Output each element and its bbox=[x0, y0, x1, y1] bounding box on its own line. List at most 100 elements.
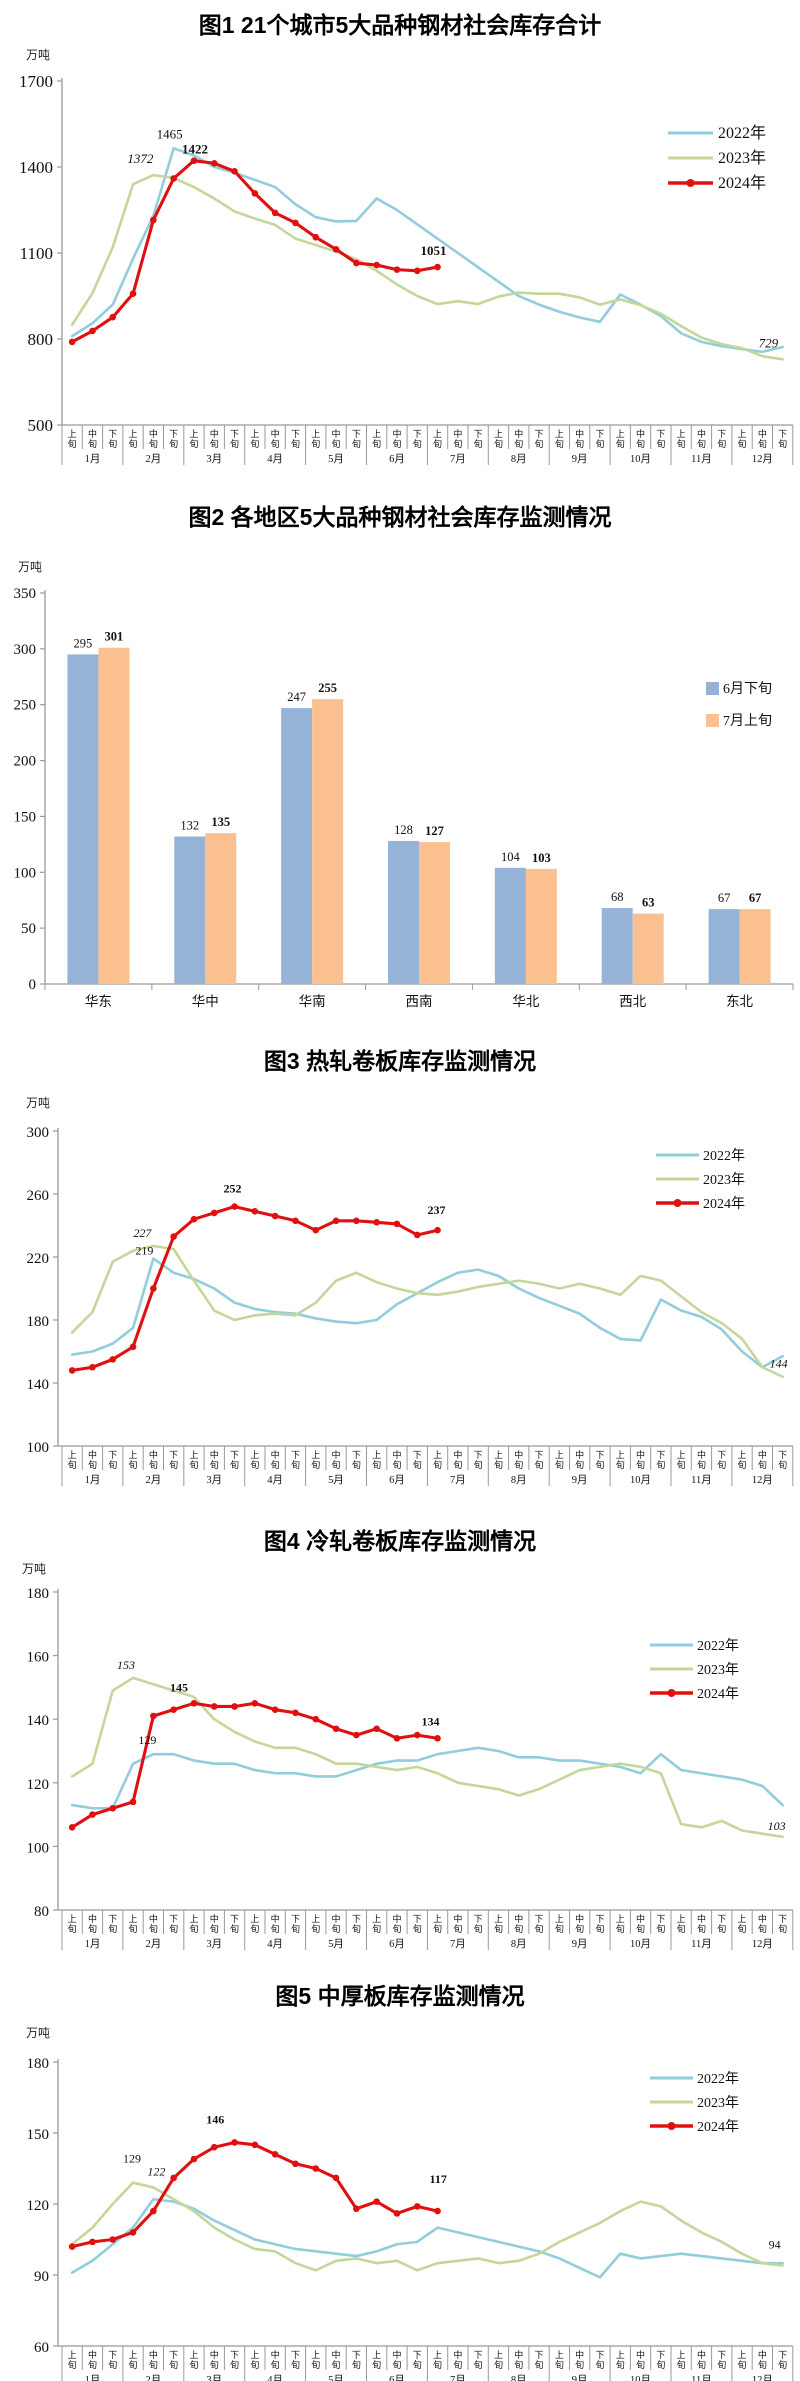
fig5-y-tick-label: 150 bbox=[27, 2127, 50, 2143]
fig1-period-label: 旬 bbox=[535, 438, 544, 449]
fig4-period-label: 旬 bbox=[271, 1923, 280, 1934]
fig2-bar-西南-7月上旬 bbox=[419, 842, 450, 984]
fig4-legend-label-2024年: 2024年 bbox=[697, 1686, 739, 1702]
fig1-month-label: 10月 bbox=[630, 453, 651, 465]
fig1-period-label: 上 bbox=[68, 429, 77, 439]
fig5-month-label: 7月 bbox=[450, 2374, 466, 2381]
fig1-period-label: 上 bbox=[372, 429, 381, 439]
fig5-period-label: 上 bbox=[68, 2350, 77, 2360]
fig4-series-marker-2024年 bbox=[434, 1734, 441, 1742]
fig1-period-label: 旬 bbox=[575, 438, 584, 449]
fig1-legend-label-2024年: 2024年 bbox=[718, 174, 766, 192]
fig3-period-label: 下 bbox=[230, 1450, 239, 1460]
fig4-period-label: 下 bbox=[413, 1914, 422, 1924]
fig3-period-label: 旬 bbox=[575, 1459, 584, 1470]
fig1-period-label: 中 bbox=[514, 428, 523, 439]
fig5-period-label: 旬 bbox=[555, 2359, 564, 2370]
fig3-y-tick-label: 100 bbox=[27, 1440, 50, 1456]
fig5-period-label: 上 bbox=[677, 2350, 686, 2360]
fig2-bar-东北-7月上旬 bbox=[739, 909, 771, 984]
fig4-period-label: 中 bbox=[575, 1913, 584, 1924]
fig3-series-marker-2024年 bbox=[89, 1363, 96, 1371]
fig3-series-marker-2024年 bbox=[109, 1356, 117, 1363]
fig1-period-label: 下 bbox=[108, 429, 117, 439]
fig2-bar-value-label: 103 bbox=[532, 851, 551, 865]
fig4-period-label: 旬 bbox=[189, 1923, 198, 1934]
fig4-period-label: 旬 bbox=[535, 1923, 544, 1934]
fig4-period-label: 旬 bbox=[250, 1923, 259, 1934]
fig1-period-label: 旬 bbox=[129, 438, 138, 449]
fig1-period-label: 上 bbox=[738, 429, 747, 439]
fig3-series-marker-2024年 bbox=[271, 1212, 279, 1220]
fig5-period-label: 旬 bbox=[717, 2359, 726, 2370]
figure2-unit-label: 万吨 bbox=[18, 560, 43, 574]
fig1-period-label: 旬 bbox=[332, 438, 341, 449]
fig1-series-marker-2024年 bbox=[89, 327, 96, 335]
fig5-series-marker-2024年 bbox=[231, 2139, 238, 2146]
fig3-period-label: 旬 bbox=[392, 1459, 401, 1470]
fig5-period-label: 旬 bbox=[413, 2359, 422, 2370]
fig4-period-label: 旬 bbox=[311, 1923, 320, 1934]
fig4-month-label: 5月 bbox=[328, 1938, 344, 1950]
fig3-period-label: 中 bbox=[514, 1449, 523, 1460]
fig4-period-label: 旬 bbox=[169, 1923, 178, 1934]
fig2-bar-华中-6月下旬 bbox=[174, 836, 206, 984]
fig1-period-label: 旬 bbox=[697, 438, 706, 449]
fig5-period-label: 旬 bbox=[453, 2359, 462, 2370]
figure1-title: 图1 21个城市5大品种钢材社会库存合计 bbox=[198, 12, 602, 38]
fig3-y-tick-label: 140 bbox=[27, 1377, 50, 1393]
fig2-category-label-西北: 西北 bbox=[619, 994, 646, 1009]
fig3-period-label: 旬 bbox=[717, 1459, 726, 1470]
fig5-series-marker-2024年 bbox=[89, 2238, 96, 2246]
fig3-series-marker-2024年 bbox=[150, 1285, 157, 1292]
fig1-period-label: 中 bbox=[697, 428, 706, 439]
fig4-period-label: 下 bbox=[778, 1914, 787, 1924]
fig5-period-label: 旬 bbox=[352, 2359, 361, 2370]
fig5-point-label-146: 146 bbox=[206, 2112, 224, 2126]
fig4-period-label: 上 bbox=[129, 1914, 138, 1924]
fig5-month-label: 6月 bbox=[389, 2374, 405, 2381]
fig3-series-marker-2024年 bbox=[413, 1231, 421, 1239]
fig2-bar-value-label: 67 bbox=[718, 891, 731, 905]
fig3-y-tick-label: 300 bbox=[27, 1125, 50, 1141]
fig4-series-marker-2024年 bbox=[393, 1734, 401, 1742]
figure4-title: 图4 冷轧卷板库存监测情况 bbox=[263, 1528, 537, 1554]
fig3-period-label: 旬 bbox=[129, 1459, 138, 1470]
fig3-legend-label-2023年: 2023年 bbox=[703, 1172, 745, 1188]
fig3-period-label: 上 bbox=[494, 1450, 503, 1460]
fig4-legend-label-2023年: 2023年 bbox=[697, 1662, 739, 1678]
fig1-period-label: 旬 bbox=[474, 438, 483, 449]
fig4-y-tick-label: 100 bbox=[27, 1840, 50, 1856]
fig1-period-label: 旬 bbox=[433, 438, 442, 449]
fig3-period-label: 旬 bbox=[656, 1459, 665, 1470]
fig4-series-marker-2024年 bbox=[413, 1731, 421, 1739]
fig4-series-marker-2024年 bbox=[68, 1824, 76, 1831]
fig5-period-label: 旬 bbox=[149, 2359, 158, 2370]
fig1-period-label: 中 bbox=[392, 428, 401, 439]
fig5-period-label: 中 bbox=[149, 2349, 158, 2360]
fig4-point-label-103: 103 bbox=[768, 1819, 786, 1833]
fig3-period-label: 旬 bbox=[250, 1459, 259, 1470]
fig1-period-label: 上 bbox=[677, 429, 686, 439]
fig1-series-marker-2024年 bbox=[353, 259, 360, 267]
fig1-period-label: 下 bbox=[413, 429, 422, 439]
fig4-period-label: 下 bbox=[656, 1914, 665, 1924]
fig2-y-tick-label: 200 bbox=[14, 754, 37, 770]
fig5-period-label: 上 bbox=[250, 2350, 259, 2360]
fig4-period-label: 中 bbox=[210, 1913, 219, 1924]
fig5-period-label: 下 bbox=[535, 2350, 544, 2360]
fig4-series-marker-2024年 bbox=[231, 1703, 238, 1710]
fig3-series-line-2023年 bbox=[70, 1244, 784, 1378]
fig3-period-label: 旬 bbox=[149, 1459, 158, 1470]
fig3-point-label-227: 227 bbox=[133, 1226, 152, 1240]
fig2-legend-label-7月上旬: 7月上旬 bbox=[723, 713, 772, 729]
fig5-period-label: 旬 bbox=[575, 2359, 584, 2370]
fig3-period-label: 旬 bbox=[88, 1459, 97, 1470]
fig1-period-label: 中 bbox=[149, 428, 158, 439]
fig2-category-label-华东: 华东 bbox=[85, 994, 112, 1009]
fig3-period-label: 旬 bbox=[291, 1459, 300, 1470]
fig3-month-label: 4月 bbox=[267, 1474, 283, 1486]
fig4-period-label: 旬 bbox=[514, 1923, 523, 1934]
fig4-series-line-2022年 bbox=[70, 1746, 784, 1810]
fig4-series-marker-2024年 bbox=[210, 1703, 218, 1710]
